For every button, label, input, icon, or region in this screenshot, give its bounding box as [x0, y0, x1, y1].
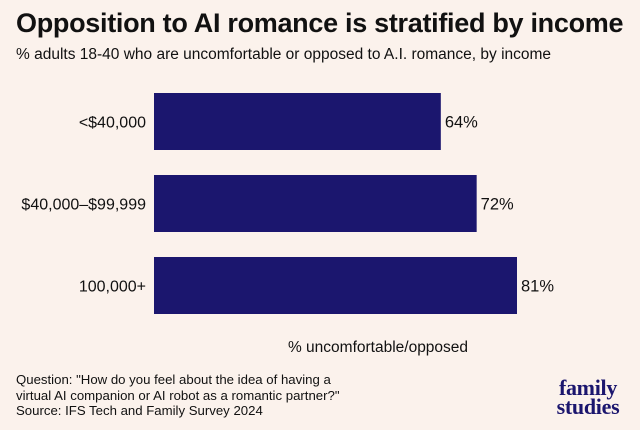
- value-label-0: 64%: [445, 114, 478, 132]
- logo-line2: studies: [556, 394, 620, 419]
- chart-title: Opposition to AI romance is stratified b…: [16, 8, 624, 38]
- value-label-1: 72%: [481, 196, 514, 214]
- logo-line1: family: [558, 375, 618, 400]
- footnote-question-line2: virtual AI companion or AI robot as a ro…: [16, 387, 340, 403]
- category-label-2: 100,000+: [79, 279, 146, 296]
- bar-2: [154, 257, 517, 314]
- footnote-question-line1: Question: "How do you feel about the ide…: [16, 372, 331, 387]
- footnote: Question: "How do you feel about the ide…: [16, 372, 396, 419]
- bar-1: [154, 175, 477, 232]
- x-axis-label: % uncomfortable/opposed: [288, 339, 468, 356]
- value-label-2: 81%: [521, 278, 554, 296]
- bar-0: [154, 93, 441, 150]
- chart-subtitle: % adults 18-40 who are uncomfortable or …: [16, 46, 552, 63]
- category-label-0: <$40,000: [79, 115, 146, 132]
- category-label-1: $40,000–$99,999: [21, 197, 146, 214]
- family-studies-logo: family studies: [543, 375, 633, 419]
- footnote-source: Source: IFS Tech and Family Survey 2024: [16, 403, 263, 418]
